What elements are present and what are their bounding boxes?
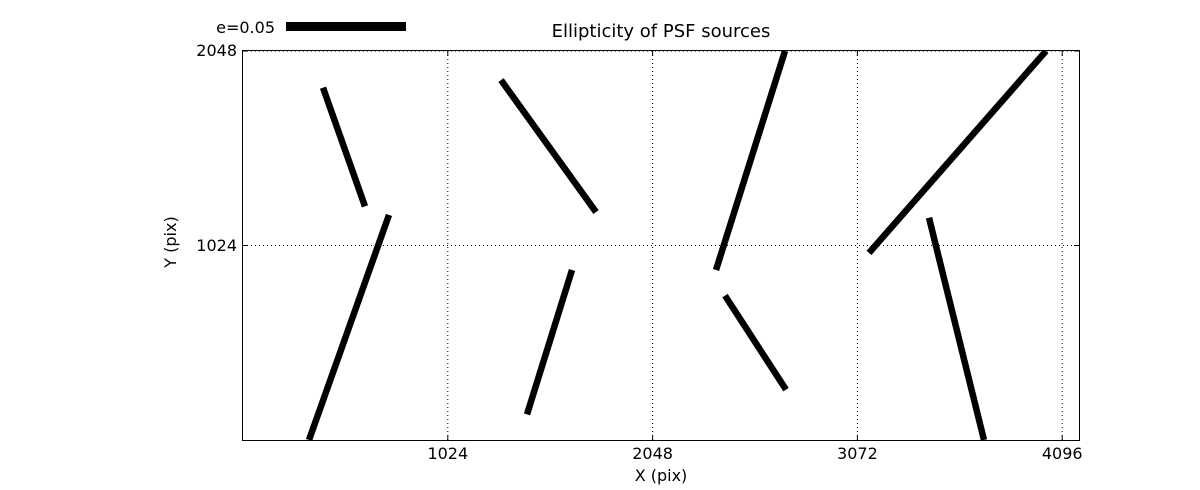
ellipticity-segment — [925, 216, 988, 440]
ellipticity-segment — [866, 51, 1049, 256]
ellipticity-segment — [712, 51, 789, 271]
x-tick-label: 4096 — [1041, 444, 1083, 463]
ellipticity-segment — [523, 269, 576, 416]
x-tick-label: 1024 — [427, 444, 469, 463]
x-tick-label: 3072 — [837, 444, 878, 463]
y-tick-label: 1024 — [196, 235, 237, 255]
plot-title: Ellipticity of PSF sources — [551, 21, 771, 42]
legend-label: e=0.05 — [216, 18, 275, 37]
x-tick-label: 2048 — [632, 444, 673, 463]
ellipticity-segment — [498, 78, 599, 214]
ellipticity-segment — [722, 293, 789, 392]
ellipticity-segment — [319, 86, 369, 208]
y-tick-label: 2048 — [196, 41, 237, 60]
legend-key-bar — [286, 22, 406, 31]
plot-area — [242, 50, 1080, 441]
x-axis-label: X (pix) — [634, 466, 688, 485]
ellipticity-segment — [305, 213, 393, 440]
ellipticity-chart — [243, 51, 1079, 440]
